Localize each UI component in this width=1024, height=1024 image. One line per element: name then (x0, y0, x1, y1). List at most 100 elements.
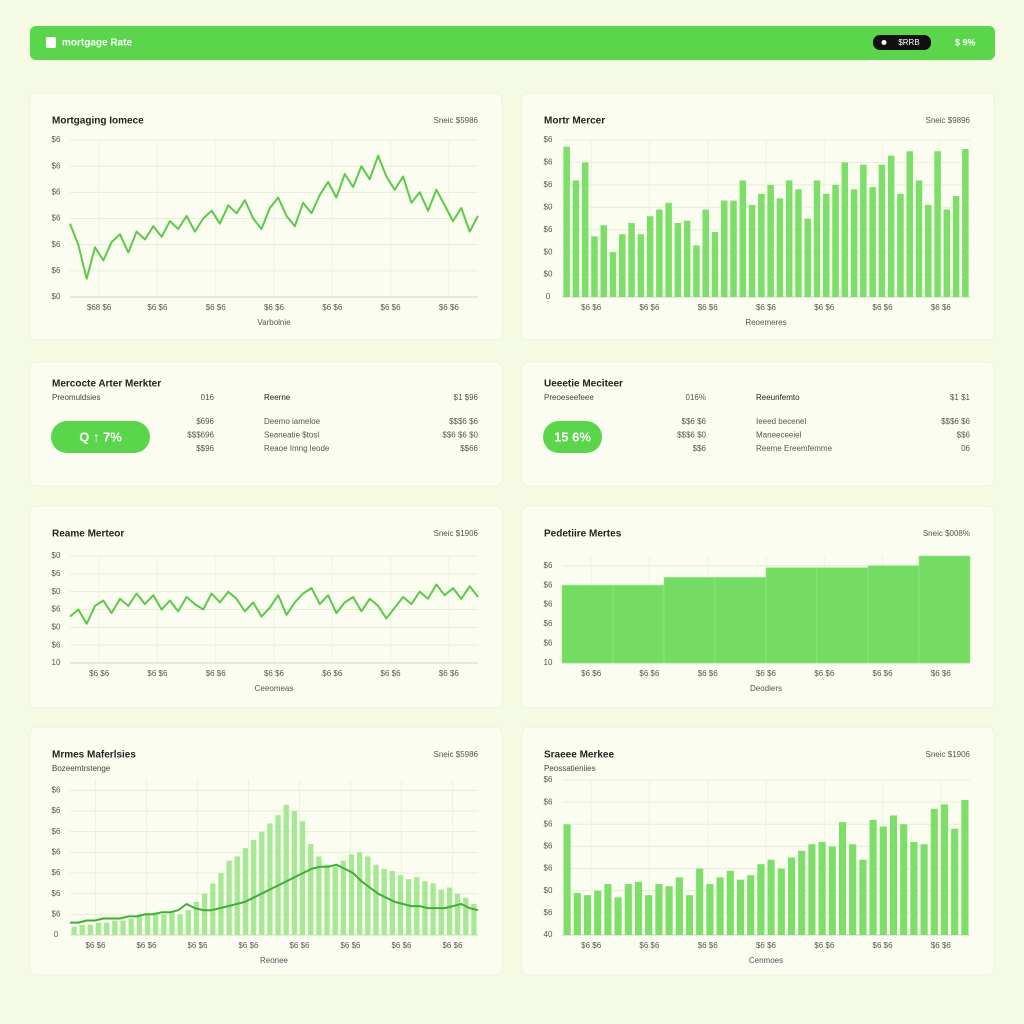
line (70, 863, 479, 924)
logo (46, 37, 56, 48)
bar (185, 910, 191, 935)
bar (767, 859, 775, 935)
bar (120, 920, 126, 935)
bar (867, 565, 920, 664)
chart-subtitle: Peossatieniies (544, 764, 596, 773)
y-tick-label: $6 (544, 580, 553, 589)
bar (675, 877, 683, 935)
bar (730, 200, 737, 297)
bar (373, 864, 379, 935)
bar (951, 828, 959, 935)
x-tick-label: $68 $6 (87, 303, 112, 312)
bar (348, 854, 355, 935)
bar (136, 916, 143, 935)
bar (365, 856, 371, 935)
bar (736, 879, 745, 935)
bar (144, 914, 151, 935)
col2-cell: Reaoe Imng leode (264, 444, 330, 453)
x-tick-label: $6 $6 (89, 669, 110, 678)
bar (716, 877, 724, 935)
col1-cell: $$6 $6 (682, 417, 707, 426)
y-tick-label: $6 (52, 847, 61, 856)
bar (832, 184, 839, 297)
col3-cell: $$6 $6 $0 (442, 431, 478, 440)
bar (711, 231, 719, 297)
bar (683, 220, 691, 297)
bar (316, 856, 322, 935)
bar (242, 848, 249, 935)
y-tick-label: $6 (52, 240, 61, 249)
chart-title: Pedetiire Mertes (544, 529, 622, 540)
bar (816, 567, 869, 664)
corner-label: Sneic $5986 (434, 750, 479, 759)
x-tick-label: $6 $6 (264, 669, 285, 678)
header-button-label[interactable]: $RRB (898, 38, 919, 47)
y-tick-label: $6 (544, 819, 553, 828)
x-tick-label: $6 $6 (439, 303, 460, 312)
x-tick-label: $6 $6 (136, 941, 157, 950)
bar (920, 844, 928, 935)
y-tick-label: 0 (546, 292, 551, 301)
bar (943, 209, 951, 297)
stat-badge-label: 15 6% (554, 429, 591, 444)
bar (777, 868, 785, 935)
y-tick-label: $0 (52, 587, 61, 596)
y-tick-label: $6 (544, 797, 553, 806)
x-tick-label: $6 $6 (873, 303, 894, 312)
bar (405, 879, 412, 935)
stat-title: Mercocte Arter Merkter (52, 379, 161, 390)
y-tick-label: $6 (52, 868, 61, 877)
bar (849, 844, 857, 935)
bar (572, 180, 580, 297)
col1-header: 016% (686, 393, 706, 402)
bar (887, 155, 895, 297)
bar (463, 897, 469, 935)
x-tick-label: $6 $6 (322, 669, 343, 678)
bar (267, 823, 273, 935)
chart-title: Sraeee Merkee (544, 750, 614, 761)
header-button[interactable] (873, 35, 931, 50)
chart-title: Mortgaging Iomece (52, 116, 144, 127)
y-tick-label: $6 (52, 569, 61, 578)
bar (869, 187, 876, 297)
bar (787, 857, 796, 935)
col3-cell: $$$6 $6 (449, 417, 478, 426)
bar (930, 808, 938, 935)
col2-cell: Seaneatie $tosl (264, 431, 319, 440)
bar (600, 225, 607, 297)
bar (471, 904, 477, 935)
bar (693, 245, 700, 297)
stat-subtitle: Preoeseefeee (544, 393, 594, 402)
y-tick-label: $0 (544, 202, 553, 211)
bar (381, 868, 387, 935)
bar (645, 895, 653, 935)
x-tick-label: $6 $6 (698, 303, 719, 312)
bar (563, 146, 570, 297)
x-tick-label: $6 $6 (873, 669, 894, 678)
col1-cell: $$96 (196, 444, 214, 453)
y-tick-label: 0 (54, 930, 59, 939)
x-tick-label: $6 $6 (581, 669, 602, 678)
bar (234, 856, 240, 935)
bar (218, 873, 224, 935)
x-tick-label: $6 $6 (931, 669, 952, 678)
y-tick-label: $6 (52, 135, 61, 144)
bar (71, 926, 77, 935)
bar (706, 884, 714, 935)
bar (430, 883, 436, 935)
y-tick-label: $6 (544, 600, 553, 609)
col3-header: $1 $1 (950, 393, 971, 402)
x-tick-label: $6 $6 (756, 669, 777, 678)
bar (674, 222, 682, 297)
panel (521, 361, 995, 487)
bar (79, 924, 85, 935)
bar (663, 577, 716, 664)
col2-cell: Deemo iameloe (264, 417, 321, 426)
bar (795, 189, 802, 297)
y-tick-label: $0 (544, 270, 553, 279)
x-tick-label: $6 $6 (147, 669, 168, 678)
bar (869, 819, 877, 935)
bar (910, 842, 918, 935)
col2-cell: Reeme Ereemfemme (756, 444, 833, 453)
x-tick-label: $6 $6 (814, 303, 835, 312)
